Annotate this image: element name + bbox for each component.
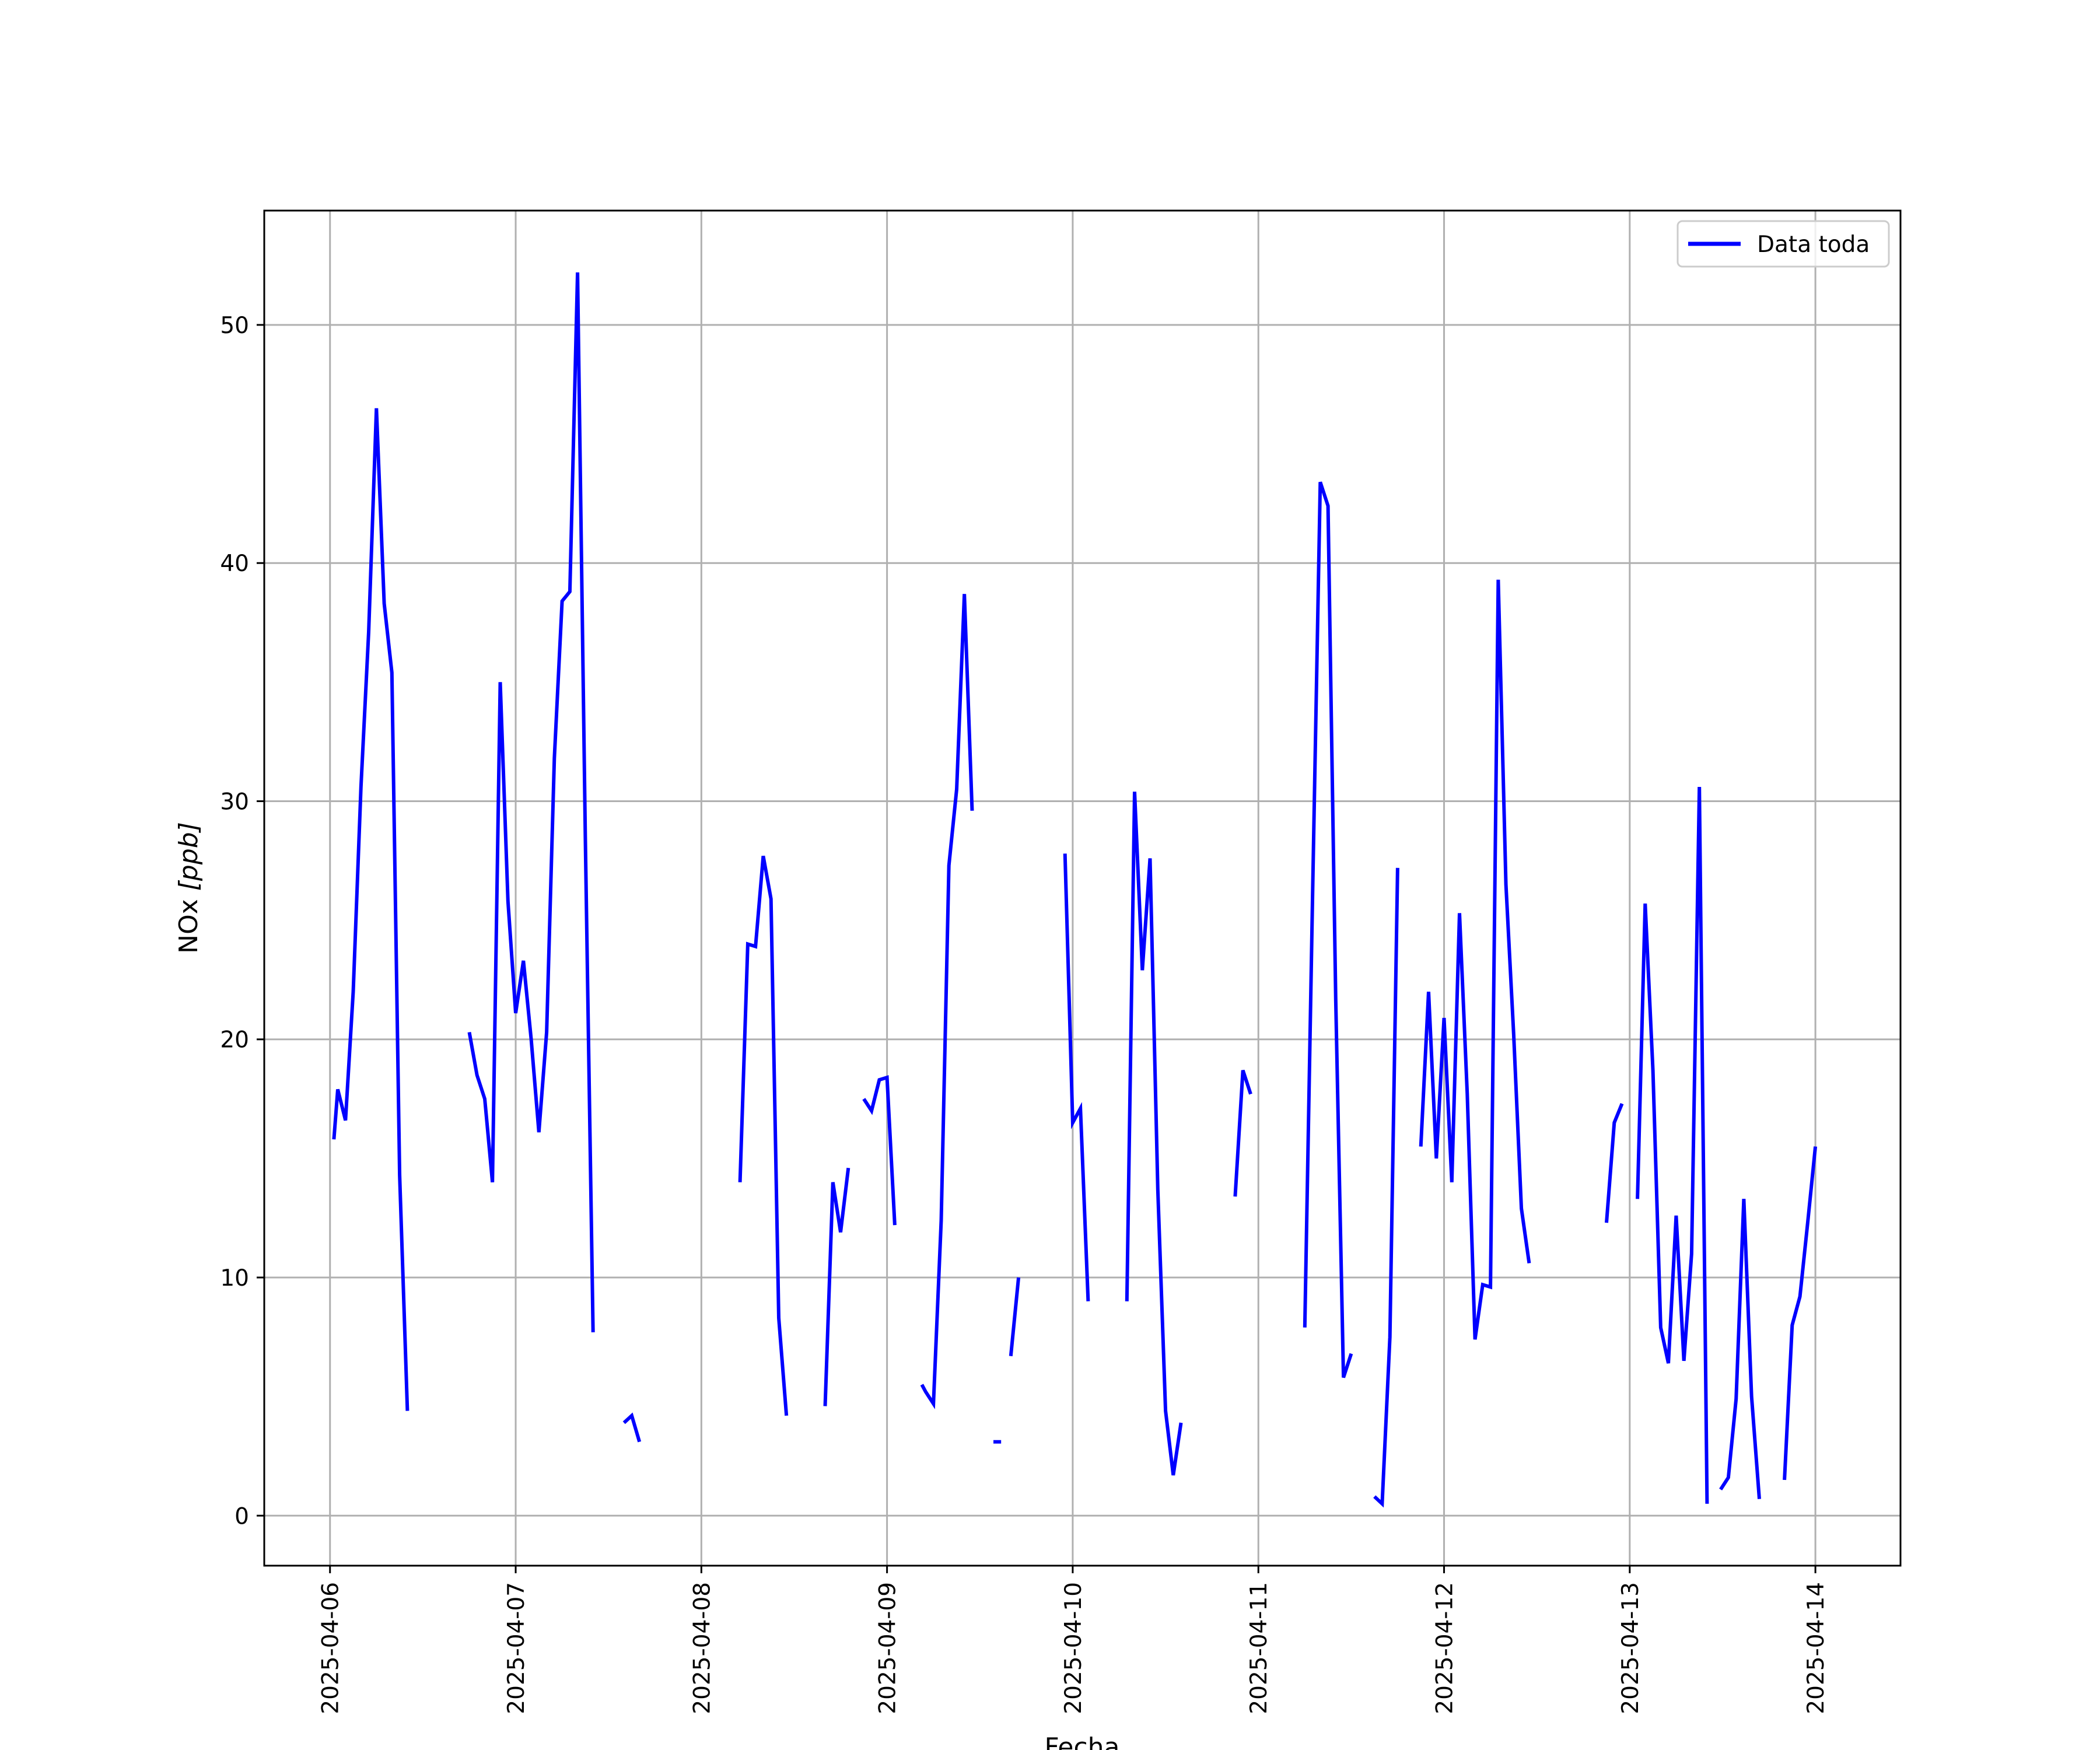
x-tick-label: 2025-04-12 [1432,1582,1458,1714]
series-line-segment [1233,1069,1252,1197]
series-line-segment [1125,792,1183,1476]
series-line-segment [1009,1277,1021,1356]
x-tick-label: 2025-04-07 [503,1582,530,1714]
y-tick-label: 0 [235,1503,249,1530]
series-line-segment [823,1167,850,1406]
plot-lines [332,272,1818,1508]
x-tick-label: 2025-04-09 [875,1582,901,1714]
y-axis-label: NOx [ppb] [174,822,204,954]
series-line-segment [1605,1102,1624,1223]
gridlines [264,211,1901,1566]
x-tick-label: 2025-04-10 [1060,1582,1087,1714]
x-tick-label: 2025-04-11 [1246,1582,1272,1714]
series-line-segment [1303,481,1353,1378]
legend: Data toda [1676,220,1890,268]
series-line-segment [738,855,789,1416]
series-line-segment [862,1075,897,1226]
series-line-segment [1419,579,1531,1340]
series-line-segment [1373,867,1399,1508]
y-tick-label: 40 [220,551,249,577]
x-tick-label: 2025-04-13 [1618,1582,1644,1714]
axes: 2025-04-06 2025-04-07 2025-04-08 2025-04-09… [220,313,1829,1714]
y-tick-label: 50 [220,313,249,339]
y-tick-label: 20 [220,1027,249,1054]
series-line-segment [1636,786,1709,1504]
series-line-segment [1719,1199,1761,1499]
series-line-segment [332,408,410,1411]
series-line-segment [1063,853,1090,1301]
series-line-segment [622,1412,642,1443]
series-line-segment [1783,1146,1818,1480]
plot-frame [263,209,1902,1567]
legend-box [1676,220,1890,268]
series-line-segment [467,272,595,1332]
x-axis-label: Fecha [1044,1732,1119,1750]
x-tick-label: 2025-04-06 [318,1582,344,1714]
y-axis-label-unit: [ppb] [174,822,204,891]
y-axis-label-main: NOx [174,891,204,954]
y-tick-label: 30 [220,789,249,815]
x-tick-label: 2025-04-08 [689,1582,715,1714]
series-line-segment [920,594,974,1409]
x-tick-label: 2025-04-14 [1803,1582,1829,1714]
y-tick-label: 10 [220,1265,249,1292]
legend-label: Data toda [1757,232,1870,258]
